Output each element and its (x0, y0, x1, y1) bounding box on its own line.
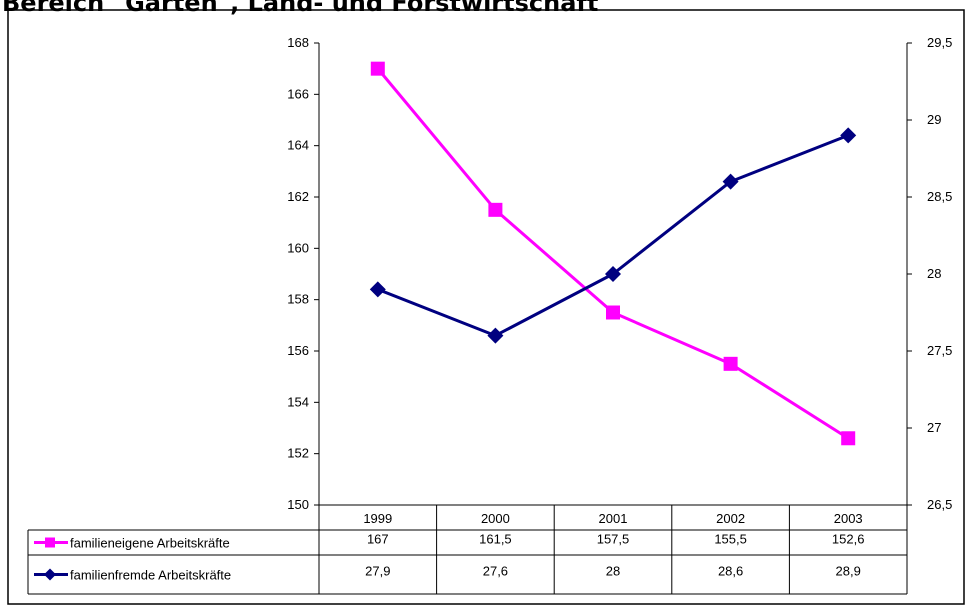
x-tick-label: 1999 (363, 511, 392, 526)
data-label: 152,6 (832, 532, 865, 547)
data-label: 28,6 (718, 564, 743, 579)
data-point (722, 173, 739, 190)
y-left-tick-label: 160 (287, 240, 309, 255)
page-title: Bereich "Garten", Land- und Forstwirtsch… (2, 0, 599, 17)
y-left-tick-label: 164 (287, 138, 309, 153)
data-label: 27,6 (483, 564, 508, 579)
y-left-tick-label: 162 (287, 189, 309, 204)
x-tick-label: 2000 (481, 511, 510, 526)
data-point (487, 327, 504, 344)
x-tick-label: 2001 (599, 511, 628, 526)
y-right-tick-label: 28 (927, 266, 941, 281)
legend-key-marker (44, 568, 56, 581)
y-left-tick-label: 152 (287, 446, 309, 461)
data-label: 157,5 (597, 532, 630, 547)
data-point (840, 127, 857, 144)
y-left-tick-label: 154 (287, 394, 309, 409)
series-layer (369, 61, 857, 446)
data-point (606, 305, 620, 320)
data-point (605, 266, 621, 282)
data-point (841, 431, 856, 446)
data-point (370, 61, 385, 76)
x-tick-label: 2003 (834, 511, 863, 526)
y-right-tick-label: 28,5 (927, 189, 952, 204)
y-left-tick-label: 158 (287, 292, 309, 307)
y-left-tick-label: 166 (287, 86, 309, 101)
data-point (369, 281, 386, 298)
y-right-tick-label: 27 (927, 420, 941, 435)
legend-key-marker (45, 537, 55, 548)
y-left-tick-label: 168 (287, 35, 309, 50)
data-point (723, 356, 738, 371)
data-label: 27,9 (365, 564, 390, 579)
y-left-tick-label: 156 (287, 343, 309, 358)
y-left-tick-label: 150 (287, 497, 309, 512)
data-label: 167 (367, 532, 389, 547)
data-point (488, 202, 503, 217)
data-label: 28 (606, 564, 620, 579)
data-label: 155,5 (714, 532, 747, 547)
y-right-tick-label: 27,5 (927, 343, 952, 358)
y-right-tick-label: 29,5 (927, 35, 952, 50)
data-table: 1999 2000 2001 2002 2003 familieneigene Arbei… (27, 504, 908, 595)
legend-label: familieneigene Arbeitskräfte (70, 536, 230, 551)
data-label: 161,5 (479, 532, 512, 547)
y-right-tick-label: 29 (927, 112, 941, 127)
x-tick-label: 2002 (716, 511, 745, 526)
data-label: 28,9 (836, 564, 861, 579)
legend-label: familienfremde Arbeitskräfte (70, 568, 231, 583)
axes-layer: 150 152 154 156 158 160 162 164 166 168 26,5 27 27,5… (287, 35, 952, 512)
y-right-tick-label: 26,5 (927, 497, 952, 512)
